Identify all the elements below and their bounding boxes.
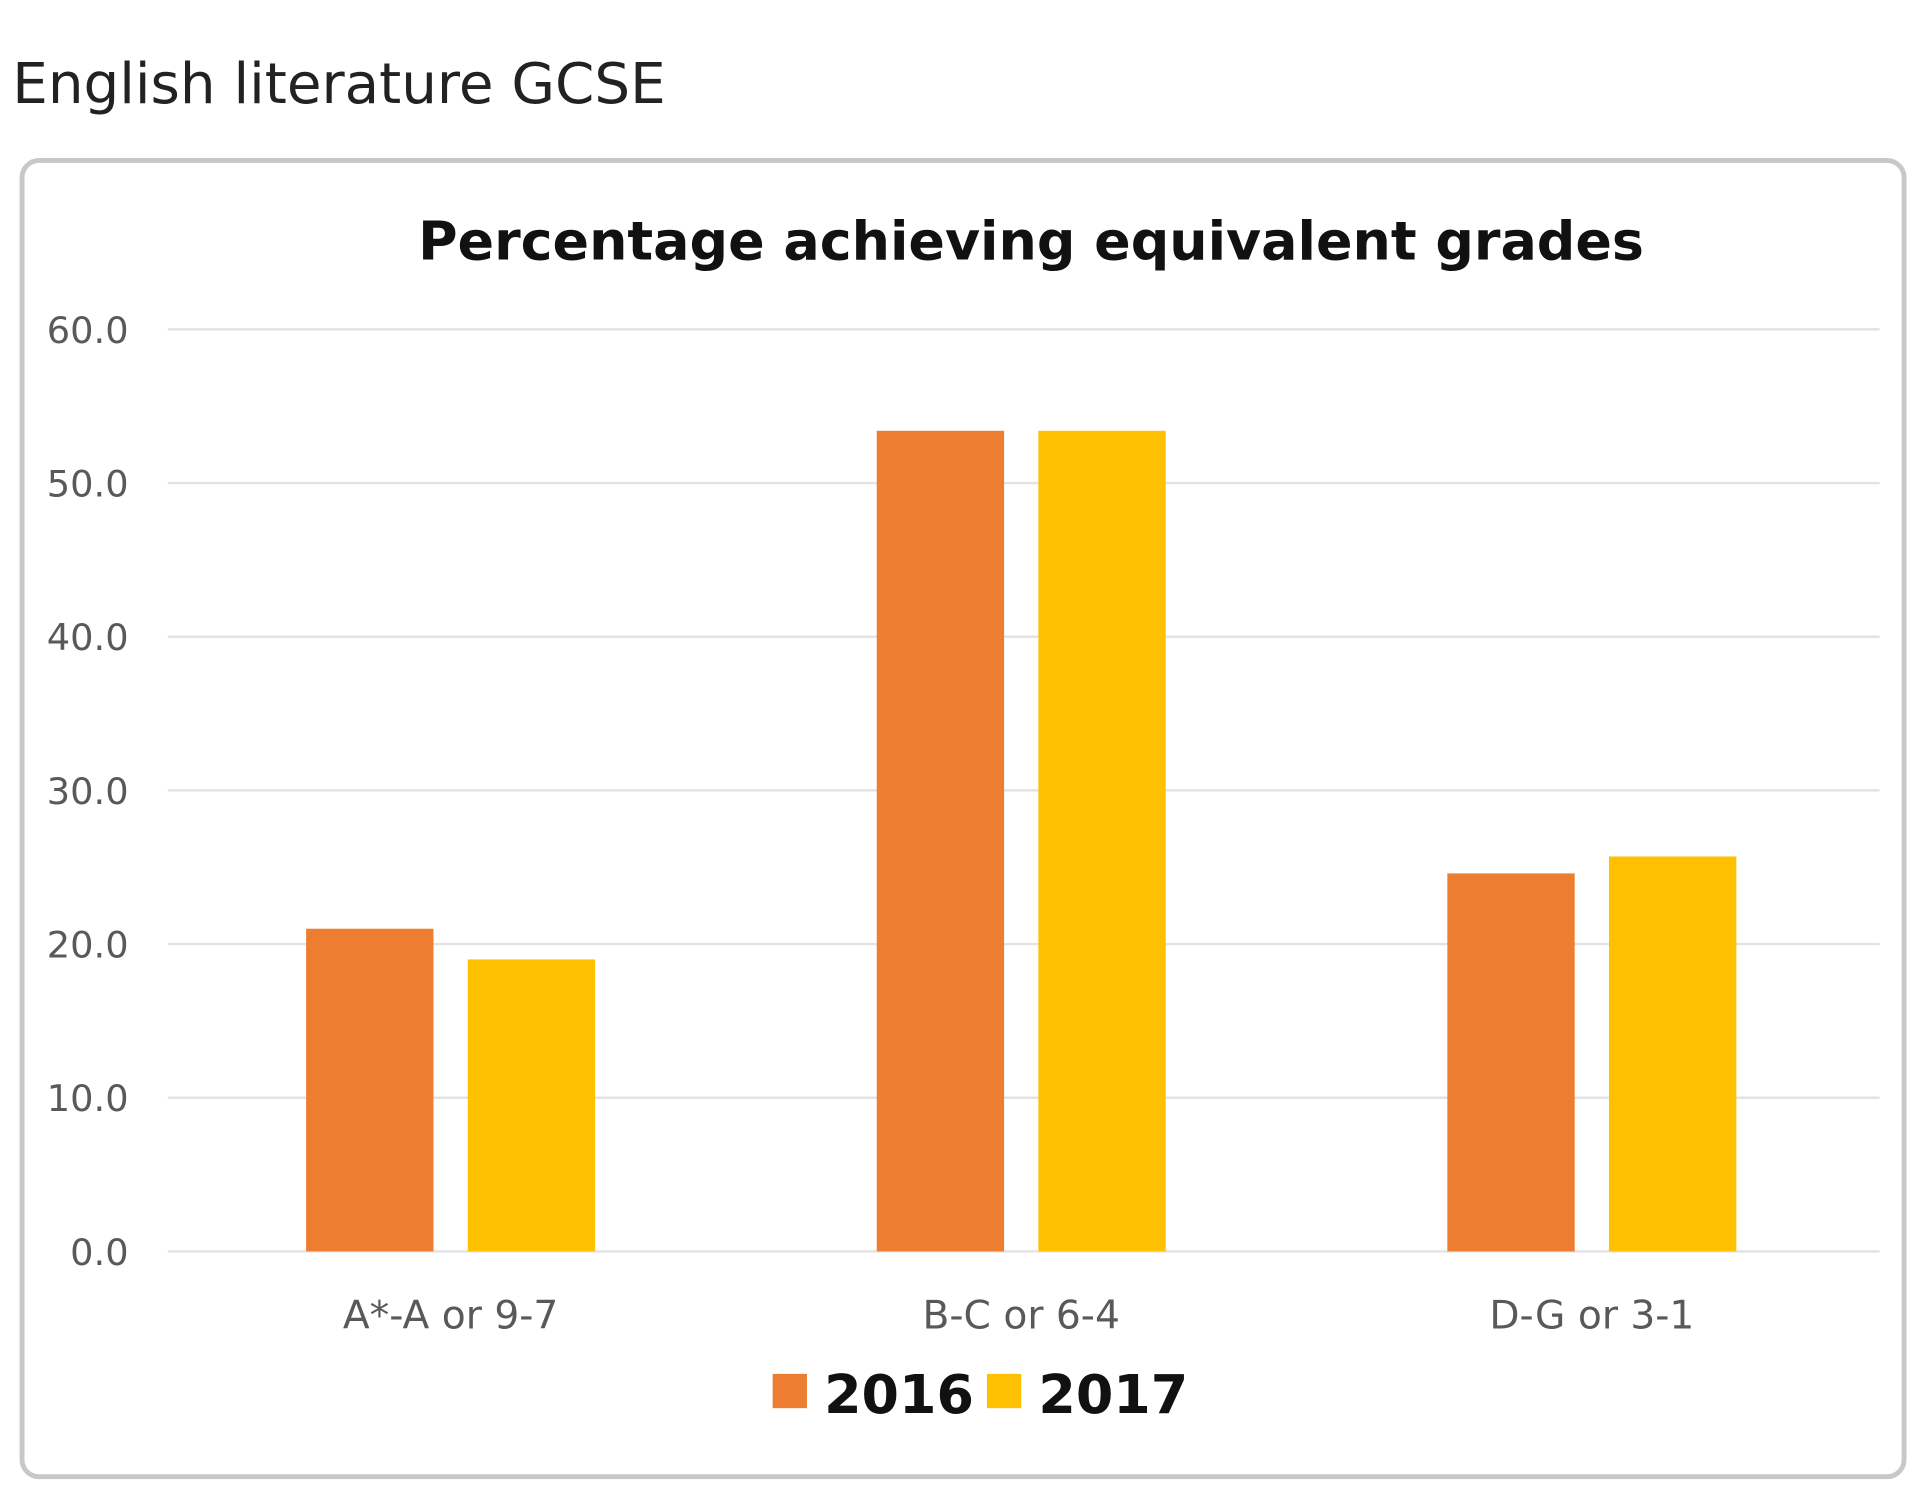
chart-title: Percentage achieving equivalent grades	[418, 210, 1644, 273]
y-tick-label: 20.0	[47, 924, 129, 967]
x-category-label: A*-A or 9-7	[343, 1294, 558, 1339]
bar-2016-2	[1447, 873, 1575, 1252]
legend-swatch-2016	[772, 1373, 807, 1409]
bar-2016-1	[876, 430, 1005, 1252]
x-category-label: D-G or 3-1	[1489, 1294, 1694, 1339]
y-tick-label: 50.0	[47, 463, 129, 506]
x-category-label: B-C or 6-4	[923, 1294, 1120, 1339]
y-tick-label: 30.0	[47, 770, 129, 813]
legend-swatch-2017	[986, 1373, 1022, 1409]
legend-label: 2016	[824, 1363, 974, 1426]
legend-label: 2017	[1038, 1363, 1188, 1426]
y-tick-label: 60.0	[47, 309, 129, 352]
y-tick-label: 10.0	[47, 1077, 129, 1120]
y-tick-label: 40.0	[47, 616, 129, 659]
y-tick-label: 0.0	[70, 1231, 128, 1274]
bar-2016-0	[306, 928, 434, 1252]
page-heading: English literature GCSE	[12, 52, 665, 117]
bar-2017-1	[1038, 430, 1166, 1252]
bar-2017-0	[467, 959, 596, 1252]
bar-2017-2	[1608, 856, 1737, 1252]
